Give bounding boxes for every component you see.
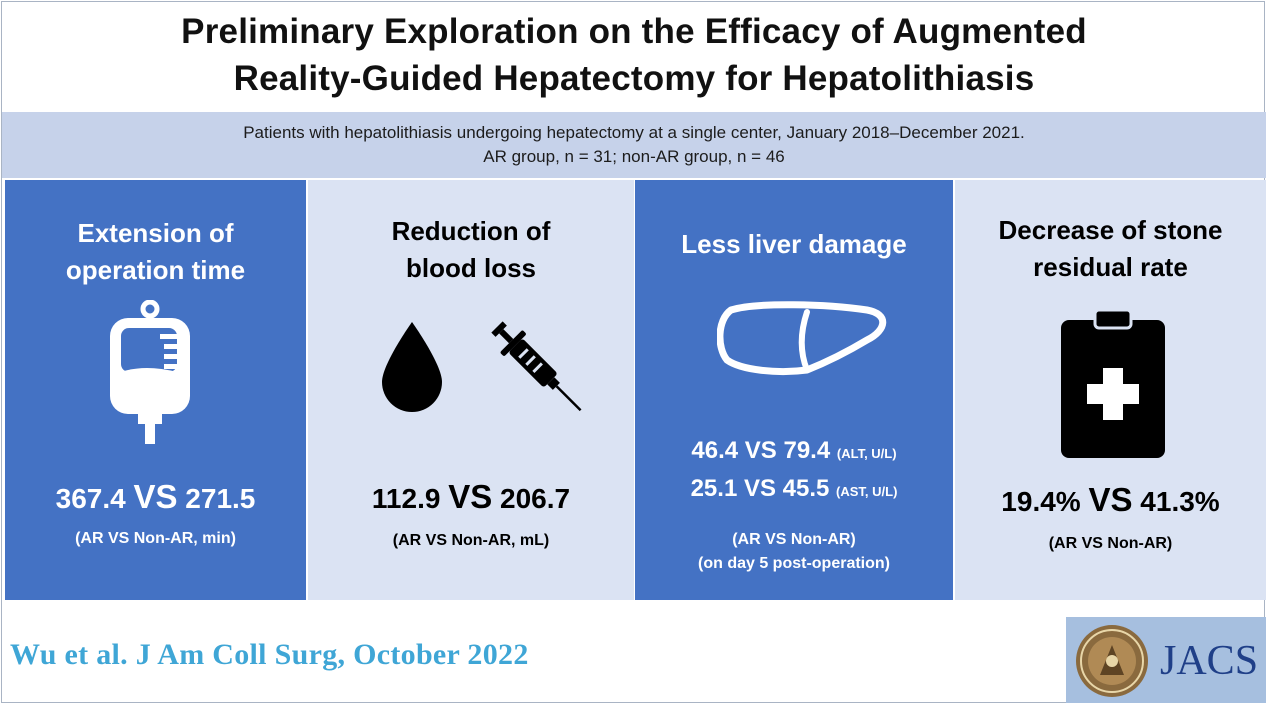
blood-drop-icon: [382, 322, 442, 412]
panel-heading: Decrease of stone residual rate: [955, 212, 1266, 286]
alt-unit: (ALT, U/L): [836, 446, 897, 461]
non-ar-value: 271.5: [185, 483, 256, 514]
ar-value: 19.4%: [1001, 486, 1081, 517]
panel-values: 367.4 VS 271.5: [5, 480, 306, 516]
panel-operation-time: Extension of operation time 367.4 VS 271…: [5, 180, 306, 600]
panel-heading: Less liver damage: [681, 229, 907, 259]
liver-icon: [717, 301, 887, 375]
panel-heading: Reduction of blood loss: [308, 213, 634, 287]
panel-heading-line-2: operation time: [65, 255, 246, 285]
ar-value: 367.4: [55, 483, 126, 514]
iv-bag-icon: [110, 300, 190, 444]
panel-liver-damage: Less liver damage 46.4 VS 79.4 (ALT, U/L…: [635, 180, 953, 600]
ast-value: 25.1 VS 45.5: [690, 475, 830, 502]
panel-heading-line-1: Extension of: [77, 218, 234, 248]
panel-blood-loss: Reduction of blood loss 112.9 VS 206.7: [308, 180, 634, 600]
journal-logo: JACS: [1066, 617, 1266, 703]
panel-values: 112.9 VS 206.7: [308, 480, 634, 516]
page-title: Preliminary Exploration on the Efficacy …: [2, 8, 1266, 102]
panel-note: (AR VS Non-AR): [732, 531, 856, 548]
vs-label: VS: [133, 478, 178, 515]
panel-heading-line-1: Reduction of: [391, 216, 551, 246]
title-line-1: Preliminary Exploration on the Efficacy …: [181, 12, 1087, 51]
study-summary-line-2: AR group, n = 31; non-AR group, n = 46: [483, 147, 785, 166]
ast-values: 25.1 VS 45.5 (AST, U/L): [635, 472, 953, 509]
alt-values: 46.4 VS 79.4 (ALT, U/L): [635, 434, 953, 471]
medical-clipboard-icon: [1061, 308, 1165, 458]
panel-heading-line-1: Decrease of stone: [998, 215, 1223, 245]
study-summary-line-1: Patients with hepatolithiasis undergoing…: [243, 123, 1025, 142]
panel-heading-line-2: blood loss: [406, 253, 536, 283]
alt-value: 46.4 VS 79.4: [691, 437, 831, 464]
journal-name: JACS: [1160, 638, 1259, 684]
vs-label: VS: [1088, 481, 1133, 518]
study-summary-bar: Patients with hepatolithiasis undergoing…: [2, 112, 1266, 178]
syringe-icon: [491, 321, 582, 412]
panel-note: (AR VS Non-AR): [1048, 535, 1173, 552]
panel-values: 19.4% VS 41.3%: [955, 483, 1266, 519]
panel-note-timing: (on day 5 post-operation): [698, 555, 890, 572]
ar-value: 112.9: [371, 483, 441, 514]
acs-seal-icon: [1076, 625, 1148, 697]
non-ar-value: 41.3%: [1140, 486, 1220, 517]
panel-heading-line-2: residual rate: [1033, 252, 1188, 282]
panel-note: (AR VS Non-AR, mL): [392, 532, 550, 549]
ast-unit: (AST, U/L): [836, 484, 898, 499]
panel-stone-residual: Decrease of stone residual rate 19.4% VS…: [955, 180, 1266, 600]
citation: Wu et al. J Am Coll Surg, October 2022: [10, 638, 529, 671]
panel-note: (AR VS Non-AR, min): [75, 530, 236, 547]
non-ar-value: 206.7: [500, 483, 571, 514]
title-line-2: Reality-Guided Hepatectomy for Hepatolit…: [233, 59, 1035, 98]
panel-heading: Extension of operation time: [5, 215, 306, 289]
vs-label: VS: [448, 478, 493, 515]
